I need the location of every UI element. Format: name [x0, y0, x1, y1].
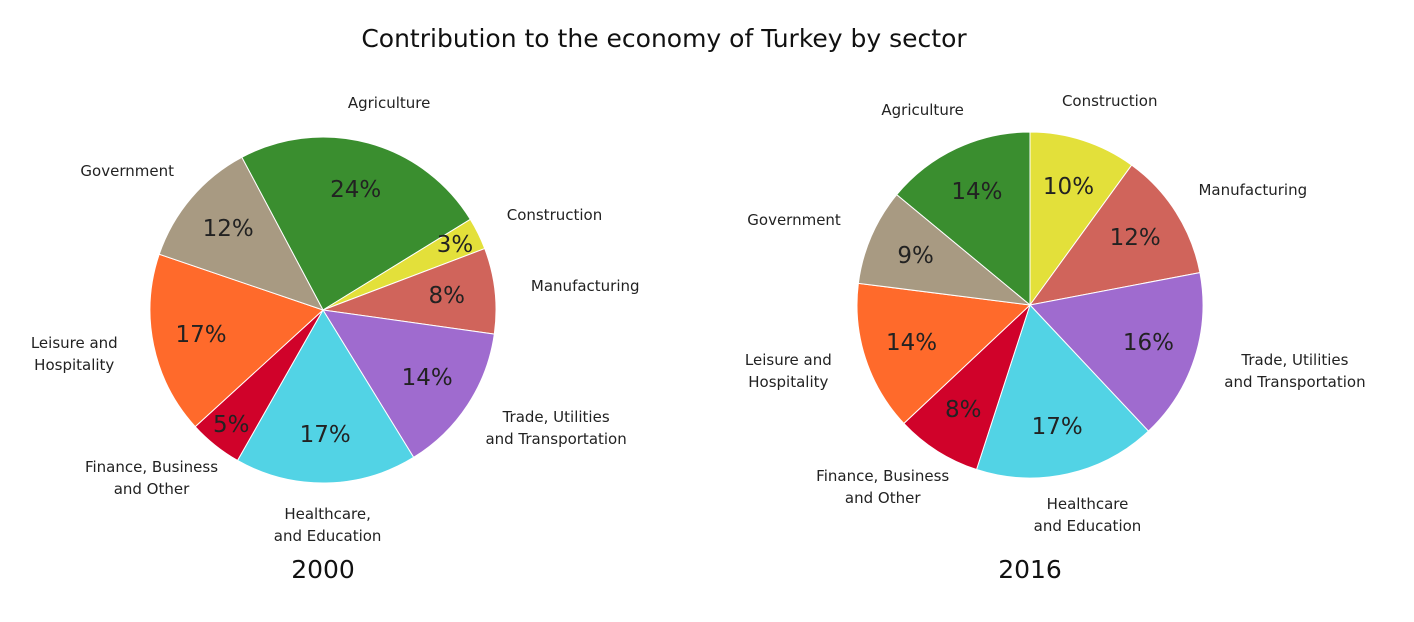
- category-label: Government: [80, 161, 174, 180]
- value-label: 9%: [897, 242, 934, 269]
- pie-slice: [1028, 164, 1201, 306]
- pie-slice: [1029, 271, 1204, 432]
- value-label: 12%: [1109, 225, 1161, 252]
- value-label: 8%: [428, 283, 466, 310]
- category-label: Leisure and Hospitality: [30, 333, 118, 374]
- pie-slice: [236, 309, 415, 484]
- category-label: Agriculture: [881, 101, 964, 120]
- category-label: Agriculture: [347, 93, 431, 112]
- value-label: 8%: [945, 397, 982, 424]
- value-label: 24%: [330, 176, 382, 203]
- value-label: 5%: [213, 411, 250, 438]
- category-label: Manufacturing: [1198, 180, 1308, 199]
- category-label: Healthcare, and Education: [273, 504, 382, 545]
- value-label: 14%: [885, 330, 938, 357]
- value-label: 3%: [436, 232, 474, 259]
- pie-slice: [895, 131, 1031, 307]
- category-label: Finance, Business and Other: [84, 458, 219, 499]
- category-label: Healthcare and Education: [1033, 494, 1142, 535]
- category-label: Finance, Business and Other: [816, 466, 950, 507]
- value-label: 10%: [1042, 173, 1095, 200]
- chart-title: 2000: [291, 555, 355, 584]
- category-label: Government: [747, 210, 841, 229]
- pie-slice: [856, 282, 1032, 425]
- category-label: Trade, Utilities and Transportation: [1224, 351, 1366, 392]
- page-title: Contribution to the economy of Turkey by…: [361, 24, 967, 53]
- pie-slice: [322, 309, 495, 459]
- pie-slice: [149, 253, 324, 428]
- value-label: 17%: [1031, 413, 1083, 440]
- pie-slice: [857, 194, 1032, 306]
- category-label: Leisure and Hospitality: [744, 351, 832, 392]
- pie-slice: [1029, 131, 1133, 307]
- value-label: 14%: [401, 365, 453, 392]
- pie-slice: [158, 156, 325, 311]
- value-label: 12%: [202, 216, 254, 243]
- chart-title: 2016: [998, 555, 1062, 584]
- value-label: 17%: [299, 421, 351, 448]
- pie-slice: [241, 136, 472, 311]
- value-label: 17%: [175, 322, 227, 349]
- category-label: Manufacturing: [530, 277, 640, 296]
- value-label: 14%: [951, 179, 1003, 206]
- pie-slice: [975, 304, 1150, 479]
- value-label: 16%: [1122, 330, 1175, 357]
- category-label: Trade, Utilities and Transportation: [485, 407, 627, 448]
- category-label: Construction: [506, 206, 603, 225]
- category-label: Construction: [1061, 91, 1158, 110]
